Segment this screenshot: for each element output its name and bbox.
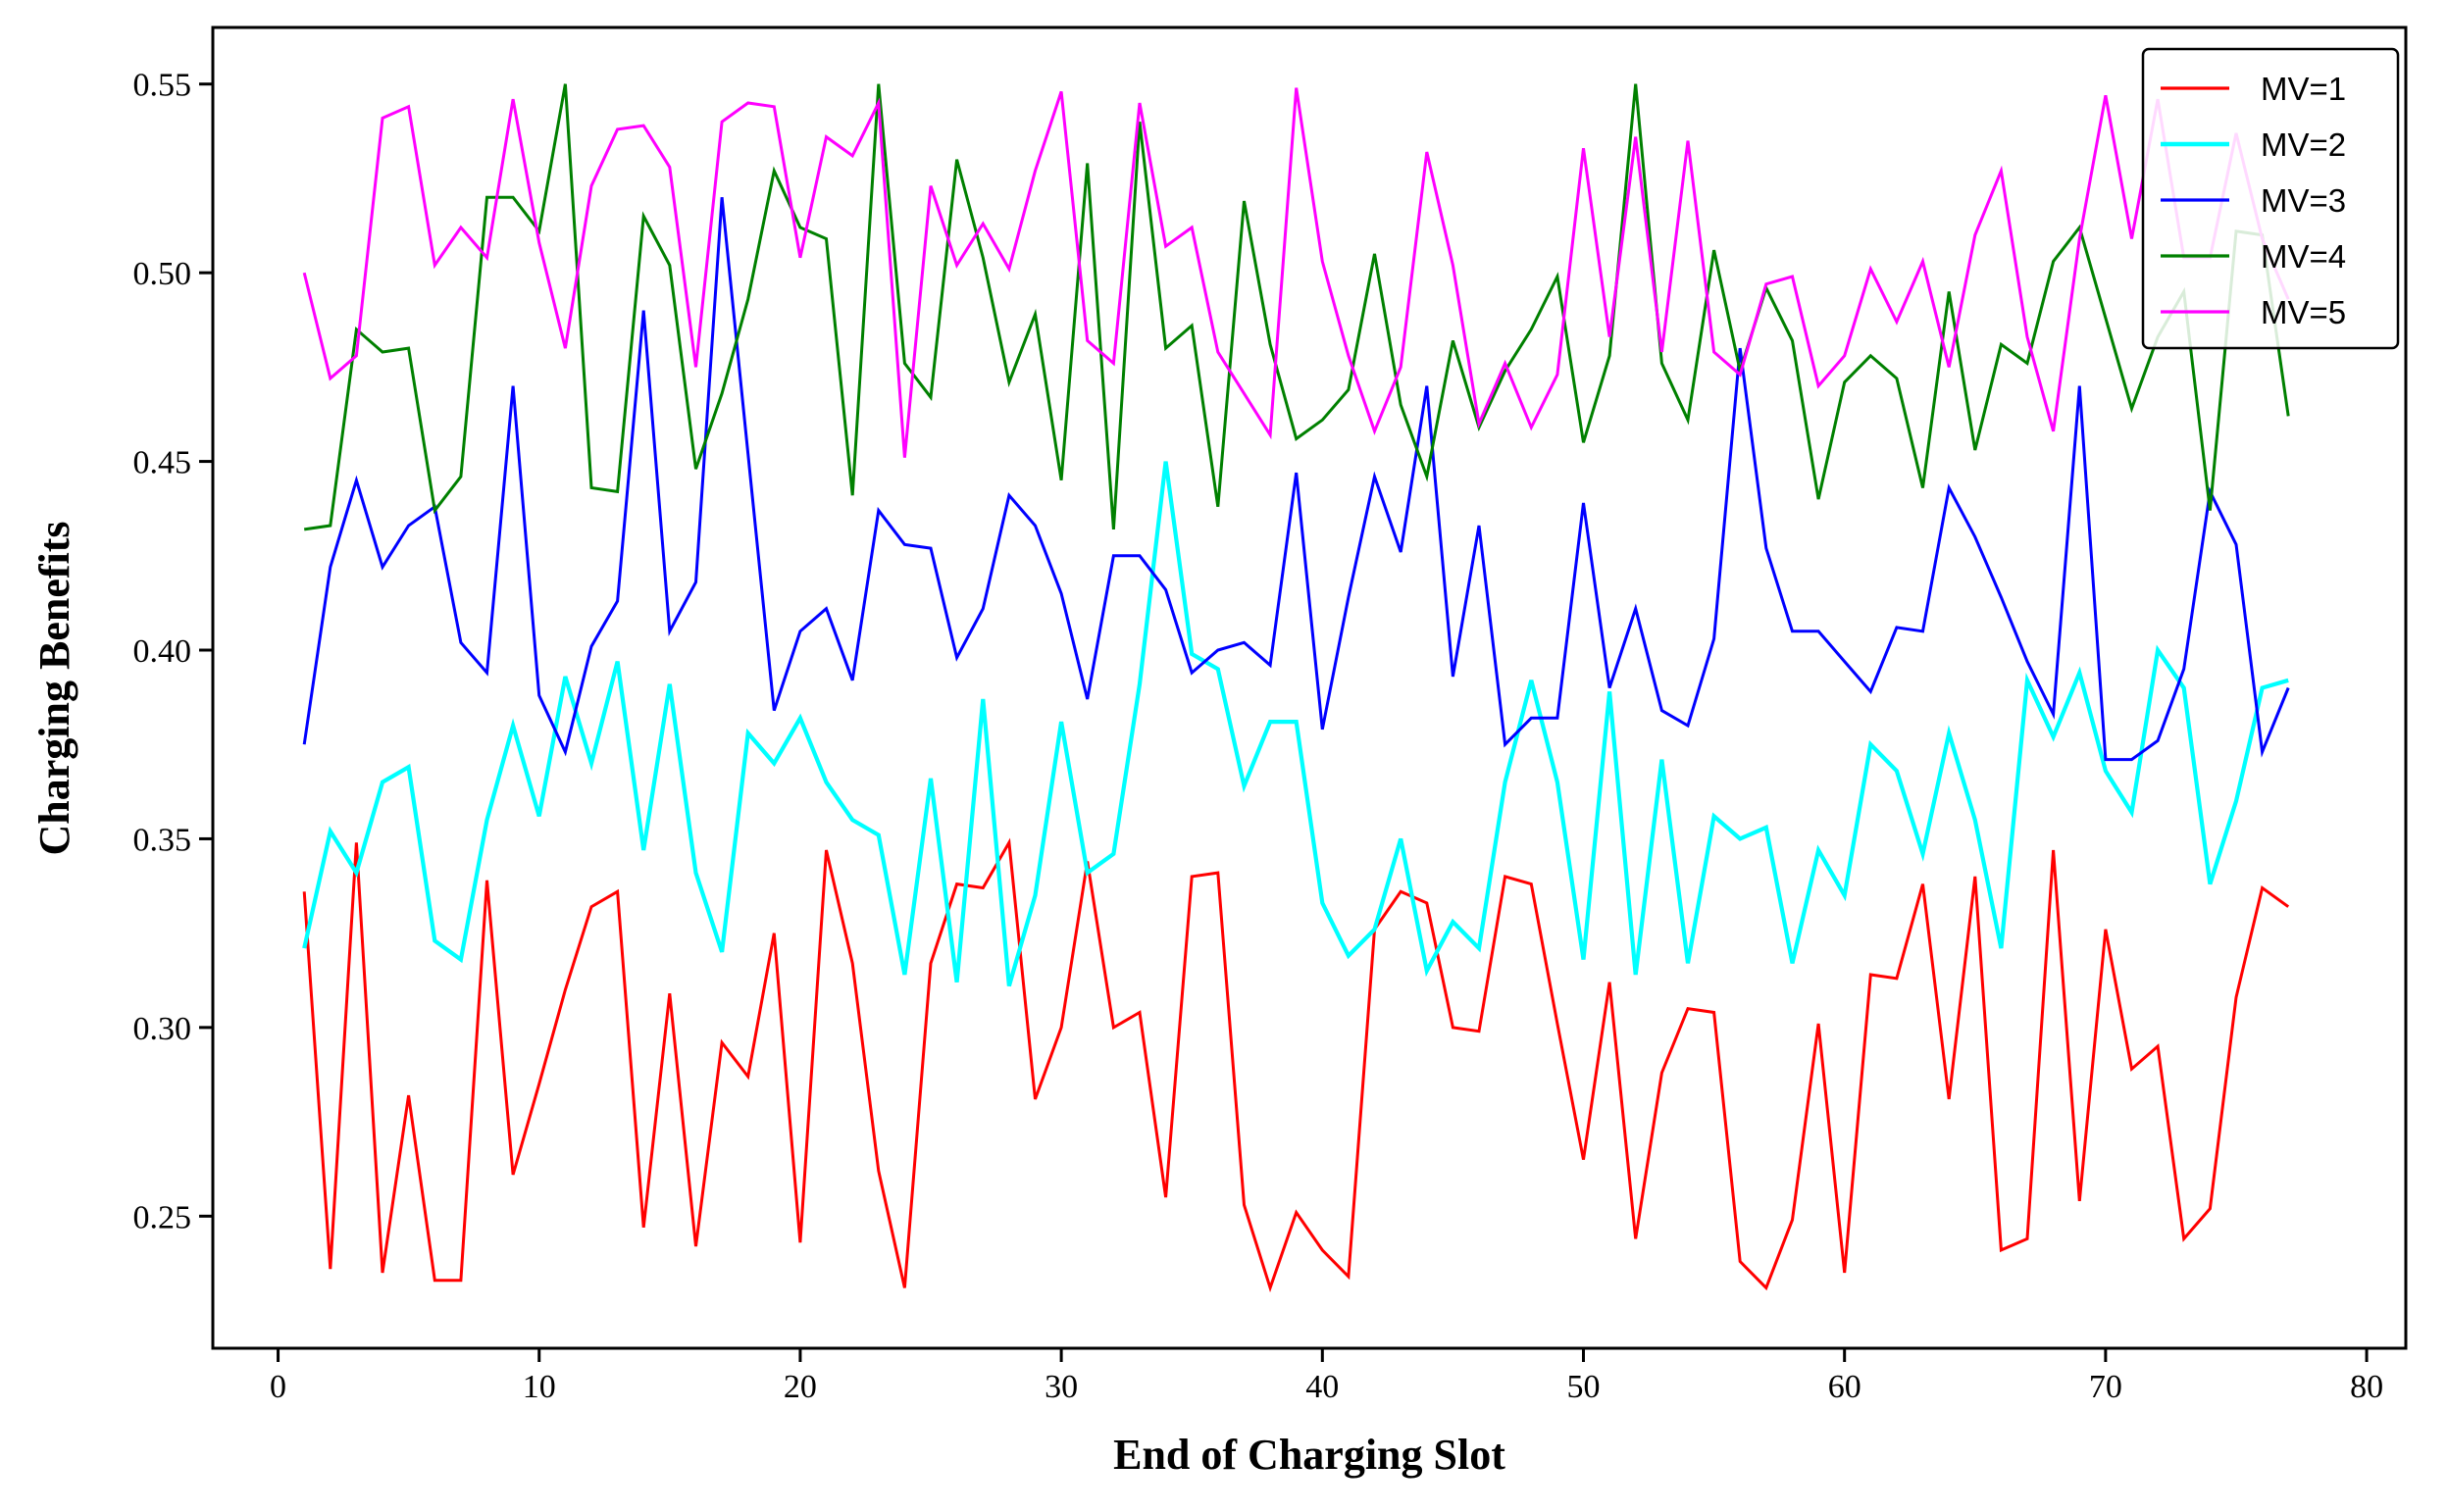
x-axis: 0 10 20 30 40 50 60 70 80 — [270, 1348, 2383, 1405]
y-tick-label: 0.40 — [133, 633, 192, 670]
legend-box — [2141, 47, 2400, 350]
legend-label-mv2: MV=2 — [2261, 126, 2346, 163]
x-tick-label: 10 — [523, 1369, 556, 1405]
legend-label-mv4: MV=4 — [2261, 238, 2346, 275]
plot-frame — [211, 25, 2408, 1350]
x-tick-label: 40 — [1305, 1369, 1339, 1405]
legend-label-mv1: MV=1 — [2261, 71, 2346, 107]
x-tick-label: 20 — [784, 1369, 817, 1405]
x-tick-label: 80 — [2350, 1369, 2383, 1405]
series-line-mv5 — [302, 87, 2290, 458]
x-tick-label: 60 — [1828, 1369, 1861, 1405]
y-tick-label: 0.25 — [133, 1199, 192, 1235]
y-tick-label: 0.45 — [133, 445, 192, 481]
x-tick-label: 0 — [270, 1369, 286, 1405]
x-axis-title: End of Charging Slot — [1113, 1431, 1505, 1479]
y-axis: 0.25 0.30 0.35 0.40 0.45 0.50 0.55 — [133, 68, 213, 1235]
series-line-mv3 — [302, 197, 2290, 762]
legend-label-mv5: MV=5 — [2261, 294, 2346, 330]
x-tick-label: 70 — [2089, 1369, 2122, 1405]
series-line-mv2 — [302, 461, 2289, 987]
y-tick-label: 0.55 — [133, 68, 192, 104]
y-tick-label: 0.35 — [133, 822, 192, 858]
legend-label-mv3: MV=3 — [2261, 182, 2346, 219]
x-tick-label: 50 — [1567, 1369, 1601, 1405]
legend: MV=1 MV=2 MV=3 MV=4 MV=5 — [2141, 47, 2400, 350]
x-tick-label: 30 — [1045, 1369, 1078, 1405]
series-layer — [302, 83, 2290, 1293]
y-axis-title: Charging Benefits — [30, 522, 78, 856]
series-line-mv4 — [303, 83, 2290, 531]
series-line-mv1 — [302, 837, 2290, 1293]
y-tick-label: 0.30 — [133, 1011, 192, 1047]
y-tick-label: 0.50 — [133, 256, 192, 292]
